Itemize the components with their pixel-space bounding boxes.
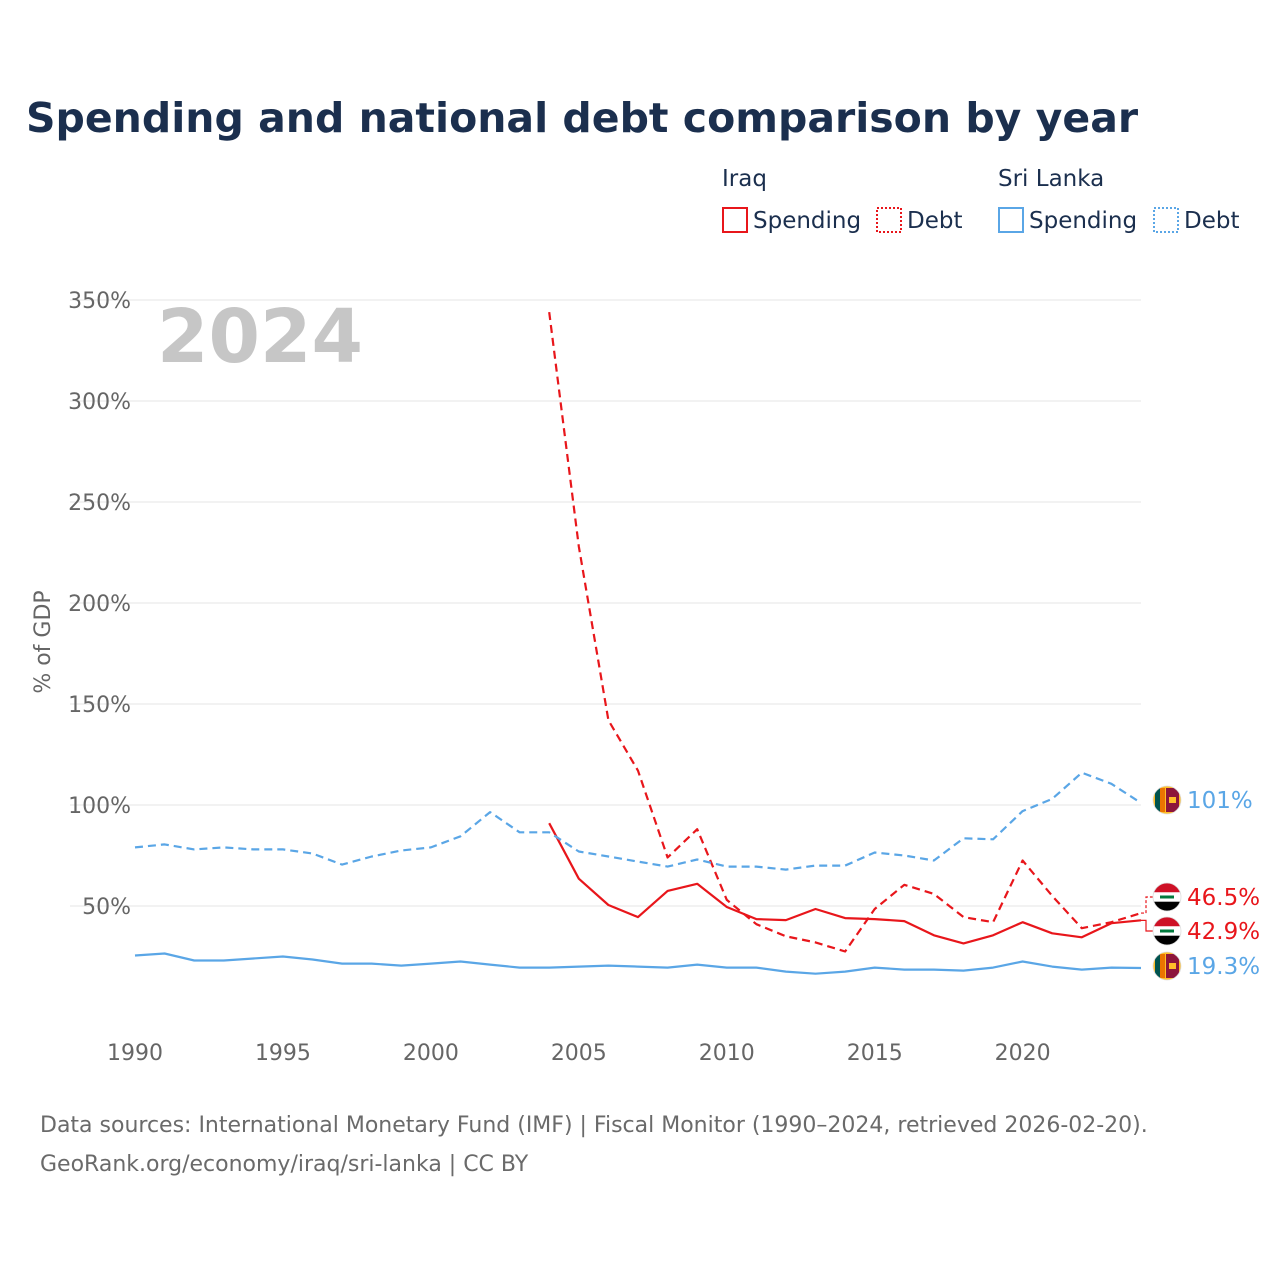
y-tick-label: 150% <box>68 693 131 718</box>
y-tick-label: 50% <box>82 895 131 920</box>
x-tick-label: 2010 <box>699 1041 755 1066</box>
legend-iraq-spending-label: Spending <box>753 208 861 234</box>
legend-sri-lanka-debt-swatch <box>1153 207 1179 233</box>
x-tick-label: 2015 <box>847 1041 903 1066</box>
y-tick-label: 100% <box>68 794 131 819</box>
end-value-label: 46.5% <box>1187 885 1260 911</box>
end-labels: 42.9% 46.5% 19.3% 101% <box>1141 785 1260 981</box>
x-axis-ticks: 1990 1995 2000 2005 2010 2015 2020 <box>107 1041 1051 1066</box>
series-line-sri-lanka-spending <box>134 952 1142 975</box>
y-tick-label: 350% <box>68 289 131 314</box>
legend-iraq-spending-swatch <box>722 207 748 233</box>
legend-iraq-debt-label: Debt <box>907 208 962 234</box>
y-tick-label: 300% <box>68 390 131 415</box>
end-value-label: 19.3% <box>1187 954 1260 980</box>
end-label-connector <box>1141 896 1153 914</box>
source-line-1: Data sources: International Monetary Fun… <box>40 1113 1148 1138</box>
series-line-iraq-spending <box>548 822 1142 945</box>
x-tick-label: 2020 <box>995 1041 1051 1066</box>
legend: Iraq Spending Debt Sri Lanka Spending De… <box>722 166 1239 234</box>
series-line-sri-lanka-debt <box>134 771 1142 871</box>
x-tick-label: 2005 <box>551 1041 607 1066</box>
x-tick-label: 1995 <box>255 1041 311 1066</box>
x-tick-label: 1990 <box>107 1041 163 1066</box>
iraq-flag-icon <box>1152 882 1182 912</box>
grid <box>70 299 1141 907</box>
x-tick-label: 2000 <box>403 1041 459 1066</box>
end-value-label: 101% <box>1187 788 1253 814</box>
year-watermark: 2024 <box>157 294 363 380</box>
y-tick-label: 200% <box>68 592 131 617</box>
series-line-iraq-debt <box>548 311 1142 953</box>
y-tick-label: 250% <box>68 491 131 516</box>
legend-sri-lanka-debt-label: Debt <box>1184 208 1239 234</box>
iraq-flag-icon <box>1152 916 1182 946</box>
end-value-label: 42.9% <box>1187 919 1260 945</box>
sri-lanka-flag-icon <box>1152 785 1182 815</box>
chart-title: Spending and national debt comparison by… <box>26 94 1139 142</box>
legend-group-iraq: Iraq <box>722 166 767 192</box>
sri-lanka-flag-icon <box>1152 951 1182 981</box>
end-label-connector <box>1141 919 1153 932</box>
source-line-2[interactable]: GeoRank.org/economy/iraq/sri-lanka | CC … <box>40 1152 529 1177</box>
series <box>134 311 1142 975</box>
y-axis-title: % of GDP <box>31 590 56 693</box>
y-axis-ticks: 50% 100% 150% 200% 250% 300% 350% <box>68 289 131 920</box>
legend-sri-lanka-spending-label: Spending <box>1029 208 1137 234</box>
legend-iraq-debt-swatch <box>876 207 902 233</box>
legend-sri-lanka-spending-swatch <box>998 207 1024 233</box>
legend-group-sri-lanka: Sri Lanka <box>998 166 1104 192</box>
